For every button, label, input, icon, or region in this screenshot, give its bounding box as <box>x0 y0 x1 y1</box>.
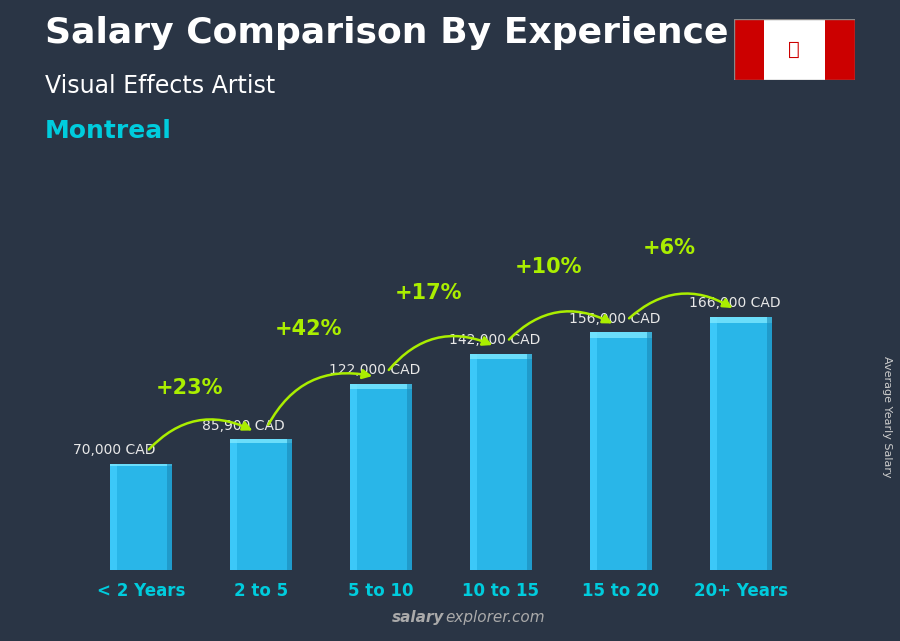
Bar <box>230 439 292 570</box>
Text: 70,000 CAD: 70,000 CAD <box>74 443 156 457</box>
Bar <box>230 439 238 570</box>
Text: Salary Comparison By Experience: Salary Comparison By Experience <box>45 16 728 50</box>
Bar <box>110 463 172 570</box>
Bar <box>287 439 292 570</box>
Bar <box>764 19 824 80</box>
Bar <box>350 385 412 389</box>
Bar <box>110 463 117 570</box>
Bar <box>590 333 652 570</box>
Bar <box>350 385 412 570</box>
Bar <box>710 317 772 324</box>
Bar <box>470 354 477 570</box>
Bar <box>350 385 357 570</box>
Text: +17%: +17% <box>395 283 463 303</box>
Bar <box>824 19 855 80</box>
Text: +6%: +6% <box>643 238 696 258</box>
Text: Average Yearly Salary: Average Yearly Salary <box>881 356 892 478</box>
Bar <box>590 333 652 338</box>
Text: Montreal: Montreal <box>45 119 172 142</box>
Bar <box>527 354 532 570</box>
Bar <box>470 354 532 570</box>
Bar <box>407 385 412 570</box>
Bar <box>470 354 532 359</box>
Bar <box>767 317 772 570</box>
Bar <box>110 463 172 467</box>
Text: 166,000 CAD: 166,000 CAD <box>689 296 781 310</box>
Text: 🍁: 🍁 <box>788 40 800 59</box>
Bar <box>710 317 772 570</box>
Text: explorer.com: explorer.com <box>446 610 545 625</box>
Bar <box>647 333 652 570</box>
Text: +42%: +42% <box>275 319 343 338</box>
Text: Visual Effects Artist: Visual Effects Artist <box>45 74 275 97</box>
Text: +23%: +23% <box>155 378 223 398</box>
Text: 85,900 CAD: 85,900 CAD <box>202 419 284 433</box>
Bar <box>230 439 292 443</box>
Text: 156,000 CAD: 156,000 CAD <box>569 312 661 326</box>
Bar <box>734 19 764 80</box>
Bar <box>167 463 172 570</box>
Bar <box>590 333 598 570</box>
Text: +10%: +10% <box>515 258 582 278</box>
Text: 142,000 CAD: 142,000 CAD <box>449 333 541 347</box>
Text: 122,000 CAD: 122,000 CAD <box>329 363 420 378</box>
Bar <box>710 317 717 570</box>
Text: salary: salary <box>392 610 444 625</box>
